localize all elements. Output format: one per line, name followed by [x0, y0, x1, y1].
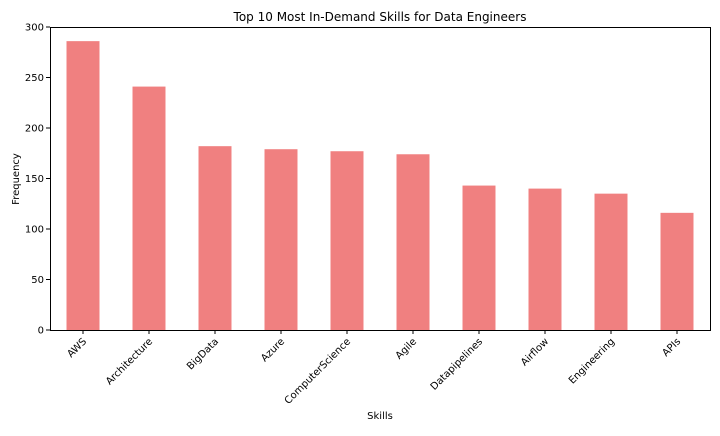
y-axis-label: Frequency: [11, 153, 22, 205]
bar-computerscience: [330, 151, 364, 330]
x-axis-ticks: AWS Architecture BigData AzureComputerScien…: [65, 330, 683, 407]
bar-agile: [396, 154, 430, 330]
chart-title: Top 10 Most In-Demand Skills for Data En…: [233, 10, 527, 24]
y-axis-ticks: 0 50 100 150 200 250 300: [25, 23, 50, 337]
y-tick-label: 50: [31, 275, 44, 286]
bar-engineering: [594, 193, 628, 330]
bar-aws: [66, 41, 100, 330]
y-tick-label: 100: [25, 225, 44, 236]
bar-bigdata: [198, 146, 232, 330]
x-tick-label: APIs: [660, 336, 683, 359]
x-axis-label: Skills: [367, 411, 393, 422]
y-tick-label: 300: [25, 23, 44, 34]
y-tick-label: 150: [25, 174, 44, 185]
bar-architecture: [132, 86, 166, 330]
x-tick-label: Engineering: [567, 336, 617, 386]
bar-datapipelines: [462, 185, 496, 330]
bars-group: [66, 41, 694, 330]
x-tick-label: Datapipelines: [429, 336, 485, 392]
bar-apis: [660, 212, 694, 330]
y-tick-label: 0: [38, 326, 44, 337]
x-tick-label: AWS: [65, 336, 89, 360]
bar-airflow: [528, 188, 562, 330]
x-tick-label: Airflow: [519, 336, 551, 368]
plot-frame: [50, 27, 711, 331]
y-tick-label: 250: [25, 73, 44, 84]
x-tick-label: Agile: [394, 336, 419, 361]
y-tick-label: 200: [25, 124, 44, 135]
x-tick-label: Architecture: [104, 336, 155, 387]
x-tick-label: ComputerScience: [283, 336, 353, 406]
x-tick-label: Azure: [259, 336, 287, 364]
bar-azure: [264, 149, 298, 330]
x-tick-label: BigData: [185, 336, 221, 372]
